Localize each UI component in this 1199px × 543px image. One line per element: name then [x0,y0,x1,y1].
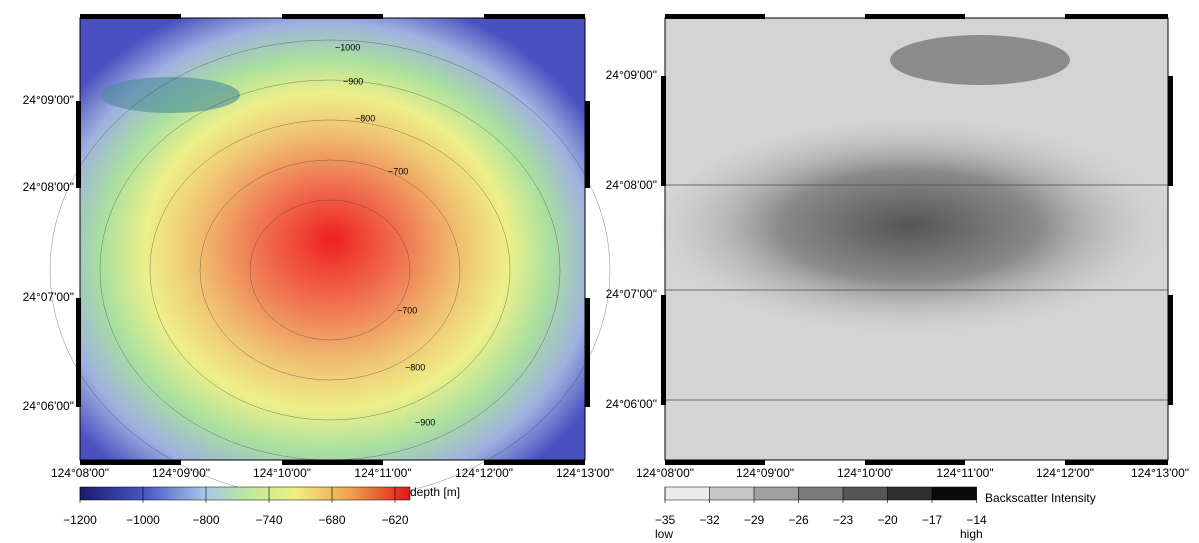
lon-label: 124°08'00" [51,466,109,480]
lon-label: 124°11'00" [936,466,993,480]
colorbar-tick-label: −680 [318,513,345,527]
lon-label: 124°09'00" [736,466,794,480]
figure: 24°09'00" 24°08'00" 24°07'00" 24°06'00" 124°… [0,0,1199,543]
lon-label: 124°12'00" [455,466,513,480]
colorbar-low: low [655,527,673,541]
lat-label: 24°09'00" [23,93,74,107]
colorbar-segment [932,487,977,500]
lon-label: 124°11'00" [354,466,411,480]
colorbar-tick-label: −35 [655,513,676,527]
colorbar-segment [843,487,888,500]
colorbar-tick-label: −740 [255,513,282,527]
contour-label: −800 [405,362,425,372]
lat-label: 24°09'00" [606,68,657,82]
bathymetry-map [50,14,610,500]
lon-label: 124°12'00" [1036,466,1094,480]
colorbar-tick-label: −1200 [63,513,97,527]
colorbar-tick-label: −620 [381,513,408,527]
colorbar-title: Backscatter Intensity [985,491,1096,505]
lat-label: 24°08'00" [606,178,657,192]
contour-label: −900 [343,76,363,86]
colorbar-tick-label: −29 [744,513,765,527]
colorbar-segment [710,487,755,500]
lat-label: 24°07'00" [606,287,657,301]
colorbar-segment [754,487,799,500]
backscatter-dark [660,120,1180,340]
lon-label: 124°10'00" [253,466,311,480]
colorbar-title: depth [m] [410,485,460,499]
colorbar-tick-label: −32 [699,513,720,527]
contour-label: −700 [397,305,417,315]
colorbar-segment [799,487,844,500]
backscatter-patch [890,35,1070,85]
contour-label: −1000 [335,42,360,52]
contour-label: −900 [415,417,435,427]
lon-label: 124°10'00' [837,466,893,480]
lon-label: 124°09'00" [152,466,210,480]
colorbar-tick-label: −800 [192,513,219,527]
lon-label: 124°08'00" [636,466,694,480]
lon-label: 124°13'00" [1131,466,1189,480]
contour-label: −800 [355,113,375,123]
colorbar-high: high [960,527,983,541]
colorbar-tick-label: −26 [788,513,809,527]
backscatter-map [660,14,1180,500]
ridge [100,77,240,113]
colorbar-tick-label: −1000 [126,513,160,527]
lat-label: 24°06'00" [606,397,657,411]
backscatter-colorbar [665,487,977,500]
lat-label: 24°06'00" [23,399,74,413]
lon-label: 124°13'00" [556,466,614,480]
colorbar-tick-label: −20 [877,513,898,527]
colorbar-segment [888,487,933,500]
lat-label: 24°07'00" [23,290,74,304]
contour-label: −700 [388,166,408,176]
colorbar-tick-label: −23 [833,513,854,527]
colorbar-segment [665,487,710,500]
depth-colorbar [80,487,410,500]
colorbar-tick-label: −14 [966,513,987,527]
colorbar-tick-label: −17 [922,513,943,527]
lat-label: 24°08'00" [23,180,74,194]
